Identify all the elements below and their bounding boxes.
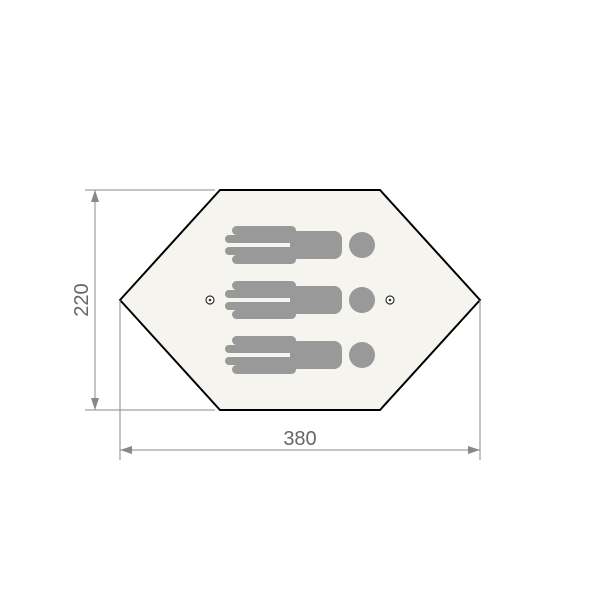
tent-floorplan-diagram: 380 220: [0, 0, 600, 600]
pole-marker-left: [206, 296, 214, 304]
pole-marker-right: [386, 296, 394, 304]
width-label: 380: [283, 428, 316, 450]
diagram-svg: 380 220: [0, 0, 600, 600]
height-label: 220: [71, 283, 93, 316]
